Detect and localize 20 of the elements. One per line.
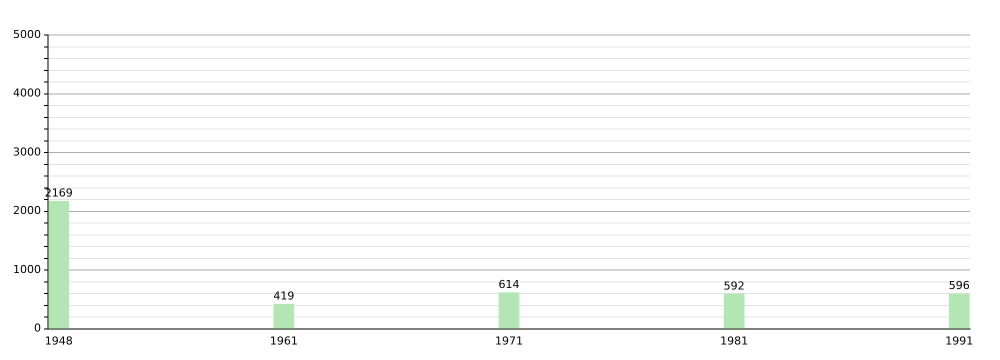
y-tick-label: 1000 (12, 262, 41, 276)
data-label: 419 (273, 290, 294, 303)
data-label: 614 (498, 278, 520, 292)
y-tick-label: 0 (34, 322, 41, 335)
y-tick-label: 2000 (12, 204, 41, 218)
bar (48, 201, 70, 329)
data-label: 592 (724, 279, 745, 292)
bar (274, 304, 294, 329)
x-tick-label: 1948 (44, 334, 73, 348)
x-tick-label: 1961 (270, 334, 298, 348)
y-tick-label: 5000 (12, 28, 41, 41)
y-tick-label: 4000 (12, 86, 41, 100)
x-tick-label: 1971 (494, 334, 523, 348)
data-label: 596 (948, 279, 970, 292)
y-tick-label: 3000 (12, 145, 41, 158)
x-tick-label: 1991 (945, 334, 974, 348)
bar (724, 294, 744, 329)
x-tick-label: 1981 (720, 334, 748, 348)
bar (948, 293, 970, 329)
bar (498, 292, 520, 329)
